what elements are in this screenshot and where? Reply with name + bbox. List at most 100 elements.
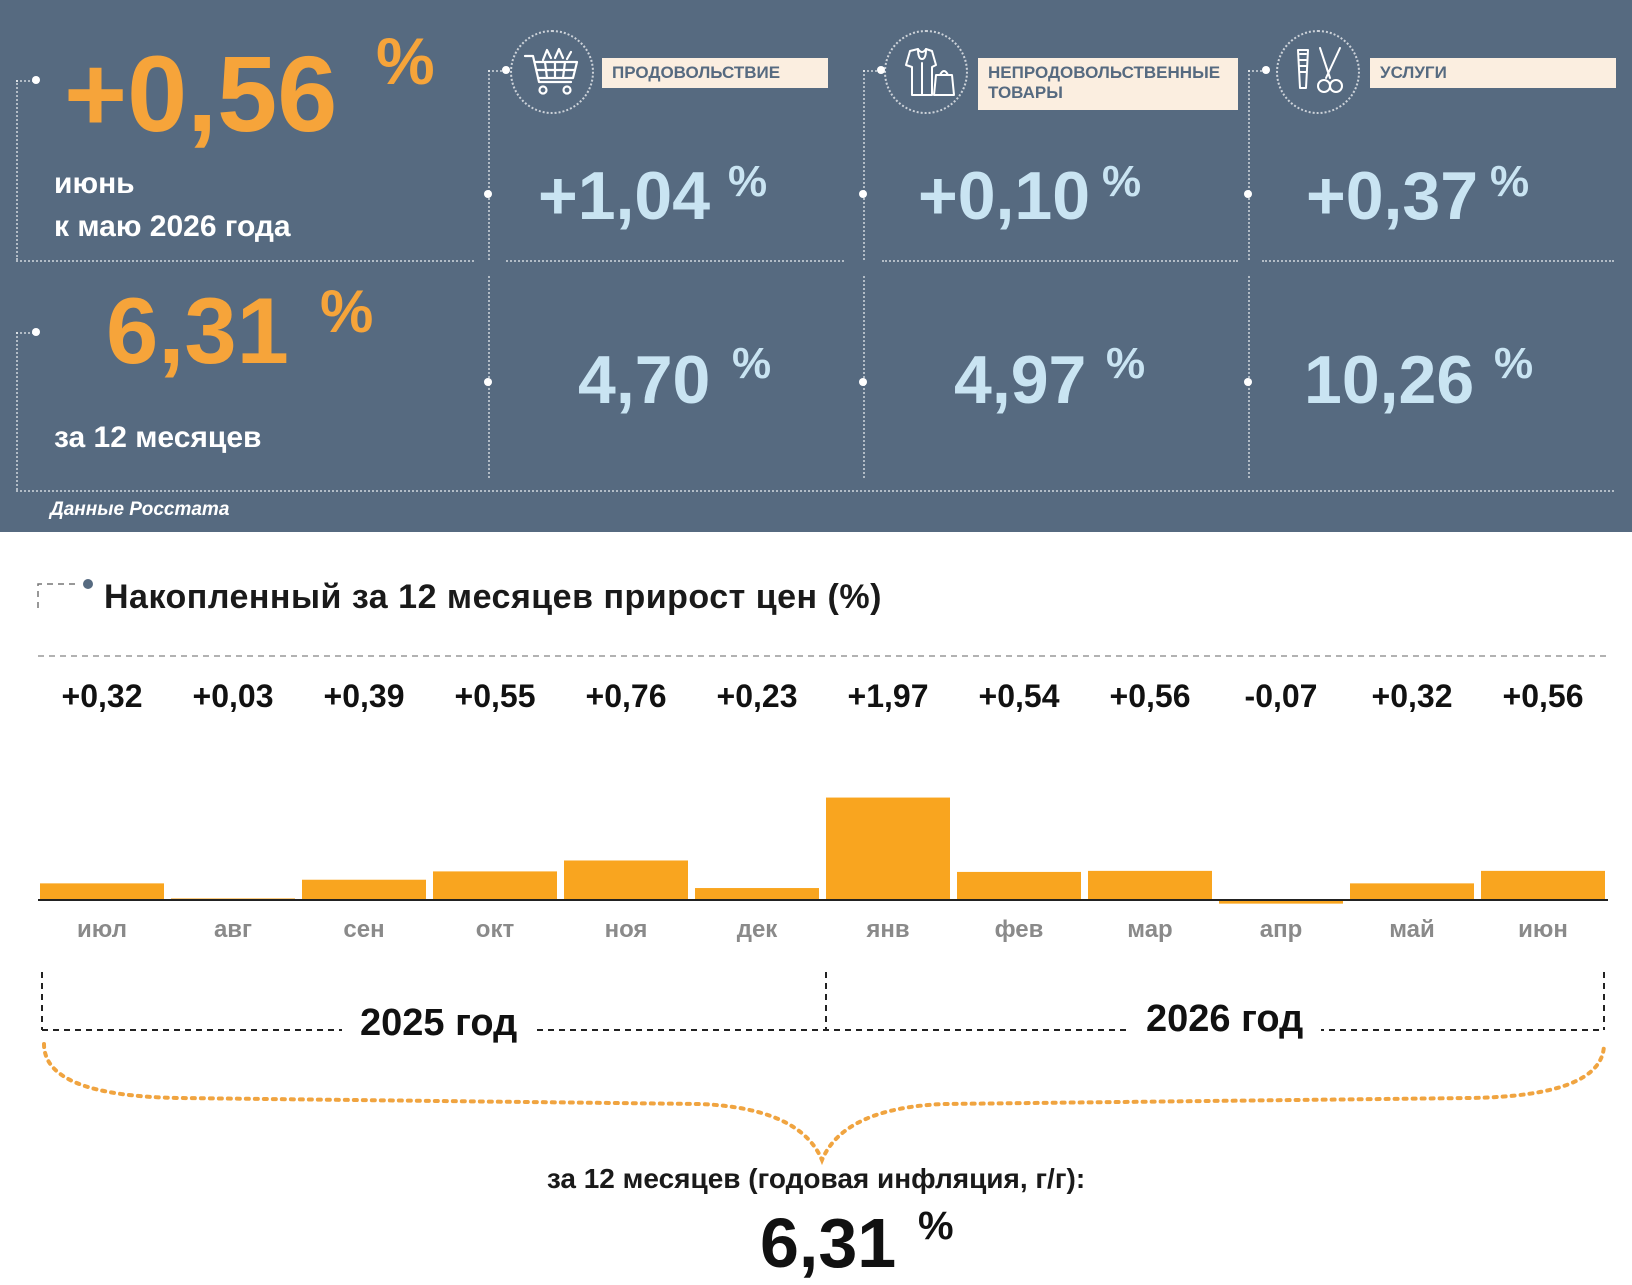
- divider: [488, 276, 490, 478]
- bar-апр: [1219, 900, 1343, 904]
- tick-label-июл: июл: [77, 916, 127, 943]
- divider: [16, 80, 18, 260]
- services-annual-value: 10,26: [1304, 342, 1475, 418]
- percent-sign: %: [732, 339, 772, 388]
- bullet-dot: [484, 190, 492, 198]
- bar-мар: [1088, 870, 1212, 900]
- tick-label-июн: июн: [1518, 916, 1568, 943]
- bullet-dot: [502, 66, 510, 74]
- divider: [16, 490, 1614, 492]
- year-label-2026: 2026 год: [1128, 998, 1322, 1041]
- divider: [1248, 276, 1250, 478]
- annual-inflation-caption: за 12 месяцев (годовая инфляция, г/г):: [546, 1163, 1086, 1194]
- data-label-окт: +0,55: [454, 678, 536, 714]
- bullet-dot: [877, 66, 885, 74]
- tick-label-фев: фев: [994, 916, 1044, 943]
- shopping-cart-icon: [523, 47, 579, 95]
- tick-label-сен: сен: [343, 916, 385, 943]
- chart-decorations: [37, 579, 1610, 1166]
- divider: [506, 260, 844, 262]
- bullet-dot: [484, 378, 492, 386]
- category-icon-frame: [884, 30, 968, 114]
- clothing-icon: [905, 48, 955, 96]
- data-label-июн: +0,56: [1502, 678, 1584, 714]
- divider: [16, 80, 34, 82]
- monthly-inflation-value: +0,56: [64, 33, 338, 154]
- divider: [1248, 70, 1250, 260]
- percent-sign: %: [1106, 339, 1146, 388]
- category-label-food: ПРОДОВОЛЬСТВИЕ: [602, 58, 828, 88]
- divider: [16, 332, 34, 334]
- percent-sign: %: [1490, 157, 1530, 206]
- divider: [488, 70, 506, 72]
- chart-title: Накопленный за 12 месяцев прирост цен (%…: [104, 578, 882, 616]
- bar-июл: [40, 883, 164, 900]
- tick-label-ноя: ноя: [604, 916, 648, 943]
- bullet-dot: [859, 190, 867, 198]
- bar-окт: [433, 871, 557, 900]
- annual-inflation-value: 6,31: [106, 278, 289, 383]
- data-label-апр: -0,07: [1244, 678, 1318, 714]
- nonfood-monthly-value: +0,10: [918, 158, 1091, 234]
- tick-label-янв: янв: [866, 916, 910, 943]
- annual-inflation-total: 6,31: [760, 1204, 897, 1282]
- bullet-dot: [32, 328, 40, 336]
- bar-ноя: [564, 860, 688, 900]
- tick-label-апр: апр: [1259, 916, 1303, 943]
- year-label-2025: 2025 год: [342, 1002, 536, 1045]
- percent-sign: %: [320, 278, 374, 345]
- bullet-dot: [1244, 190, 1252, 198]
- data-label-фев: +0,54: [978, 678, 1060, 714]
- tick-label-авг: авг: [213, 916, 253, 943]
- tick-label-мар: мар: [1127, 916, 1173, 943]
- divider: [488, 70, 490, 260]
- tick-label-окт: окт: [475, 916, 515, 943]
- bar-фев: [957, 871, 1081, 900]
- services-monthly-value: +0,37: [1306, 158, 1479, 234]
- divider: [1248, 70, 1266, 72]
- summary-panel: +0,56 % июнь к маю 2026 года 6,31 % за 1…: [0, 0, 1632, 532]
- category-label-services: УСЛУГИ: [1370, 58, 1616, 88]
- data-label-мар: +0,56: [1109, 678, 1191, 714]
- data-label-июл: +0,32: [61, 678, 143, 714]
- data-label-сен: +0,39: [323, 678, 405, 714]
- bullet-dot: [1244, 378, 1252, 386]
- bullet-dot: [32, 76, 40, 84]
- bar-chart: [38, 797, 1608, 904]
- data-label-ноя: +0,76: [585, 678, 667, 714]
- divider: [863, 70, 865, 260]
- data-label-авг: +0,03: [192, 678, 274, 714]
- data-label-дек: +0,23: [716, 678, 798, 714]
- category-icon-frame: [1276, 30, 1360, 114]
- divider: [863, 70, 881, 72]
- tick-label-дек: дек: [736, 916, 778, 943]
- divider: [16, 332, 18, 490]
- divider: [882, 260, 1238, 262]
- bar-сен: [302, 879, 426, 900]
- nonfood-annual-value: 4,97: [954, 342, 1087, 418]
- tick-label-май: май: [1389, 916, 1435, 943]
- food-annual-value: 4,70: [578, 342, 711, 418]
- percent-sign: %: [1102, 157, 1142, 206]
- monthly-label-period: к маю 2026 года: [54, 210, 291, 243]
- annual-label: за 12 месяцев: [54, 421, 262, 454]
- bar-май: [1350, 883, 1474, 900]
- data-label-май: +0,32: [1371, 678, 1453, 714]
- bar-дек: [695, 888, 819, 900]
- bar-июн: [1481, 870, 1605, 900]
- data-source-note: Данные Росстата: [50, 499, 230, 520]
- category-label-nonfood: НЕПРОДОВОЛЬСТВЕННЫЕ ТОВАРЫ: [978, 58, 1238, 110]
- percent-sign: %: [376, 24, 435, 98]
- bullet-dot: [1262, 66, 1270, 74]
- percent-sign: %: [918, 1204, 954, 1248]
- category-icon-frame: [510, 30, 594, 114]
- divider: [1262, 260, 1614, 262]
- bullet-dot: [859, 378, 867, 386]
- percent-sign: %: [728, 157, 768, 206]
- bar-янв: [826, 797, 950, 900]
- food-monthly-value: +1,04: [538, 158, 711, 234]
- data-label-янв: +1,97: [847, 678, 929, 714]
- divider: [16, 260, 474, 262]
- monthly-label-month: июнь: [54, 167, 135, 200]
- divider: [863, 276, 865, 478]
